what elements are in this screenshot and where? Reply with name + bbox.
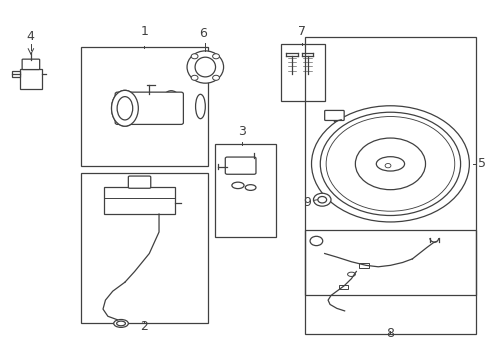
- Ellipse shape: [195, 57, 215, 77]
- Circle shape: [191, 54, 198, 59]
- Text: 5: 5: [477, 157, 485, 170]
- FancyBboxPatch shape: [324, 111, 344, 121]
- Bar: [339, 285, 347, 289]
- Bar: [12, 71, 20, 77]
- Ellipse shape: [195, 94, 205, 119]
- Bar: [81, 173, 207, 323]
- Bar: [20, 69, 41, 89]
- Ellipse shape: [245, 185, 255, 190]
- Ellipse shape: [165, 96, 176, 113]
- Ellipse shape: [114, 319, 128, 327]
- Circle shape: [311, 106, 468, 222]
- Ellipse shape: [187, 51, 223, 83]
- Text: 6: 6: [199, 27, 206, 40]
- Ellipse shape: [117, 321, 125, 326]
- Bar: [81, 47, 207, 166]
- Text: 1: 1: [140, 25, 148, 39]
- Circle shape: [309, 236, 322, 246]
- Text: 2: 2: [140, 320, 148, 333]
- FancyBboxPatch shape: [115, 92, 183, 125]
- FancyBboxPatch shape: [225, 157, 255, 174]
- FancyBboxPatch shape: [104, 187, 174, 214]
- Text: 3: 3: [238, 125, 245, 138]
- Bar: [358, 263, 369, 268]
- Ellipse shape: [161, 91, 181, 119]
- Ellipse shape: [111, 90, 138, 126]
- Circle shape: [320, 112, 460, 216]
- Text: 9: 9: [303, 196, 311, 209]
- Circle shape: [212, 54, 219, 59]
- FancyBboxPatch shape: [22, 59, 40, 69]
- Bar: [215, 144, 275, 237]
- Ellipse shape: [111, 90, 138, 126]
- Circle shape: [385, 163, 390, 168]
- Ellipse shape: [117, 96, 132, 120]
- Ellipse shape: [231, 182, 244, 189]
- Circle shape: [212, 75, 219, 80]
- Circle shape: [317, 197, 326, 203]
- Circle shape: [355, 138, 425, 190]
- FancyBboxPatch shape: [128, 176, 150, 188]
- Ellipse shape: [347, 272, 355, 276]
- Ellipse shape: [376, 157, 404, 171]
- Bar: [305, 230, 475, 334]
- Circle shape: [313, 193, 330, 206]
- Ellipse shape: [117, 96, 132, 120]
- Circle shape: [325, 117, 454, 211]
- Bar: [305, 37, 475, 295]
- Text: 7: 7: [297, 25, 305, 39]
- Text: 8: 8: [386, 327, 394, 339]
- Bar: [280, 44, 324, 101]
- Text: 4: 4: [26, 30, 34, 43]
- Circle shape: [191, 75, 198, 80]
